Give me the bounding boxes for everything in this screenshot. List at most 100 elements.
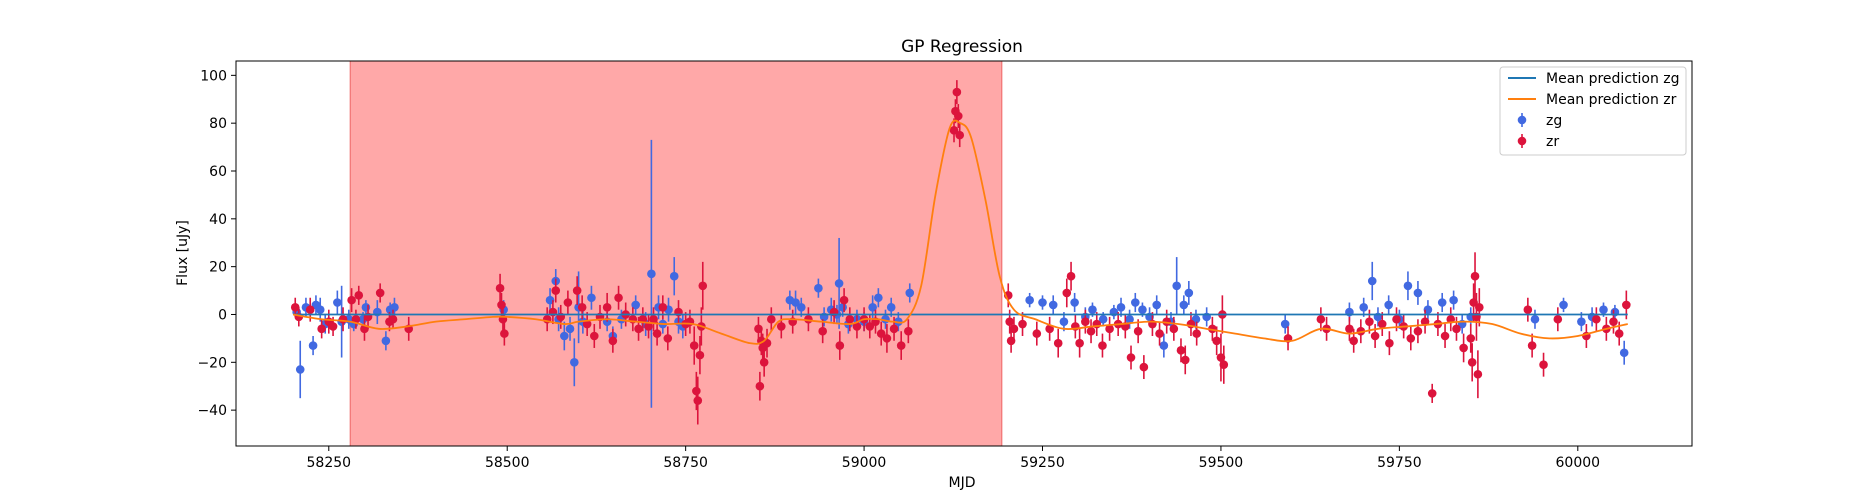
data-point-zr xyxy=(375,288,385,298)
data-point-zg xyxy=(1025,295,1034,305)
data-point-zg xyxy=(874,293,883,303)
data-point-zr xyxy=(1609,317,1618,326)
data-point-zr xyxy=(658,303,668,312)
data-point-zr xyxy=(328,322,338,331)
data-point-zr xyxy=(1105,324,1114,334)
data-point-zg xyxy=(868,303,877,312)
data-point-zr xyxy=(1365,317,1374,326)
data-point-zr xyxy=(1452,324,1461,334)
data-point-zr xyxy=(1126,353,1136,362)
data-point-zr xyxy=(896,341,906,350)
data-point-zr xyxy=(865,322,875,331)
data-point-zr xyxy=(889,324,899,334)
data-point-zr xyxy=(572,286,582,295)
data-point-zg xyxy=(315,305,325,314)
data-point-zr xyxy=(953,111,963,121)
data-point-zr xyxy=(1086,326,1096,336)
data-point-zg xyxy=(1559,300,1568,310)
data-point-zr xyxy=(1169,324,1179,334)
data-point-zr xyxy=(1176,346,1186,355)
data-point-zr xyxy=(693,396,703,405)
data-point-zr xyxy=(1413,326,1423,336)
x-tick-label: 58250 xyxy=(307,455,352,471)
data-point-zr xyxy=(1459,343,1468,353)
data-point-zg xyxy=(390,303,399,312)
data-point-zg xyxy=(1059,317,1069,326)
data-point-zg xyxy=(834,279,844,288)
plot-contents xyxy=(290,61,1631,446)
data-point-zg xyxy=(1070,298,1079,307)
data-point-zg xyxy=(1437,298,1447,307)
data-point-zr xyxy=(500,329,509,338)
data-point-zr xyxy=(649,314,658,324)
data-point-zr xyxy=(1553,314,1563,324)
data-point-zr xyxy=(755,381,765,391)
data-point-zr xyxy=(644,322,653,331)
x-tick-label: 59000 xyxy=(842,455,887,471)
data-point-zg xyxy=(796,303,806,312)
data-point-zr xyxy=(698,281,708,291)
data-point-zg xyxy=(1577,317,1586,326)
data-point-zg xyxy=(308,341,318,350)
data-point-zr xyxy=(818,326,827,336)
data-point-zr xyxy=(1539,360,1548,369)
data-point-zr xyxy=(305,305,315,314)
data-point-zg xyxy=(1098,314,1108,324)
y-tick-label: −20 xyxy=(197,355,227,371)
data-point-zr xyxy=(1527,341,1537,350)
data-point-zr xyxy=(1349,336,1358,346)
y-tick-label: 40 xyxy=(209,212,227,228)
data-point-zr xyxy=(589,331,599,341)
data-point-zr xyxy=(614,293,623,303)
data-point-zg xyxy=(1367,276,1377,286)
x-tick-label: 59250 xyxy=(1020,455,1065,471)
data-point-zg xyxy=(1138,305,1147,314)
data-point-zg xyxy=(1530,314,1540,324)
data-point-zg xyxy=(905,288,915,298)
legend-label: zg xyxy=(1546,113,1562,129)
data-point-zr xyxy=(354,291,364,300)
data-point-zr xyxy=(1098,341,1107,350)
data-point-zr xyxy=(1475,303,1484,312)
data-point-zg xyxy=(361,303,371,312)
data-point-zr xyxy=(835,341,845,350)
data-point-zg xyxy=(1116,303,1126,312)
data-point-zr xyxy=(1614,329,1624,338)
data-point-zr xyxy=(1470,271,1480,281)
data-point-zr xyxy=(1075,338,1084,348)
legend-item-mean-prediction-zg: Mean prediction zg xyxy=(1508,71,1680,87)
data-point-zg xyxy=(1130,298,1140,307)
data-point-zg xyxy=(886,303,896,312)
data-point-zr xyxy=(839,295,849,305)
y-tick-label: 60 xyxy=(209,164,227,180)
data-point-zr xyxy=(1440,331,1450,341)
data-point-zg xyxy=(1172,281,1181,291)
data-point-zg xyxy=(1038,298,1047,307)
data-point-zg xyxy=(814,283,823,293)
data-point-zg xyxy=(1280,319,1290,329)
data-point-zr xyxy=(1180,355,1190,365)
data-point-zr xyxy=(1192,329,1201,338)
x-tick-label: 59750 xyxy=(1377,455,1422,471)
data-point-zr xyxy=(955,130,965,140)
data-point-zg xyxy=(791,298,800,307)
legend-item-zg: zg xyxy=(1517,113,1562,129)
axes: 58250 58500 58750 59000 59250 59500 59750 60000… xyxy=(197,60,1693,471)
data-point-zr xyxy=(766,314,776,324)
data-point-zg xyxy=(1184,288,1194,298)
data-point-zr xyxy=(1045,324,1054,334)
data-point-zr xyxy=(290,303,300,312)
series-zr xyxy=(290,80,1631,425)
data-point-zr xyxy=(563,298,573,307)
data-point-zg xyxy=(1152,300,1162,310)
data-point-zg xyxy=(1179,300,1189,310)
data-point-zr xyxy=(1466,334,1476,343)
y-tick-label: 80 xyxy=(209,116,227,132)
data-point-zr xyxy=(1385,338,1394,348)
data-point-zr xyxy=(1622,300,1631,310)
data-point-zr xyxy=(876,329,886,338)
data-point-zg xyxy=(587,293,596,303)
data-point-zr xyxy=(1406,334,1416,343)
data-point-zg xyxy=(1449,295,1458,305)
data-point-zr xyxy=(1377,319,1387,329)
